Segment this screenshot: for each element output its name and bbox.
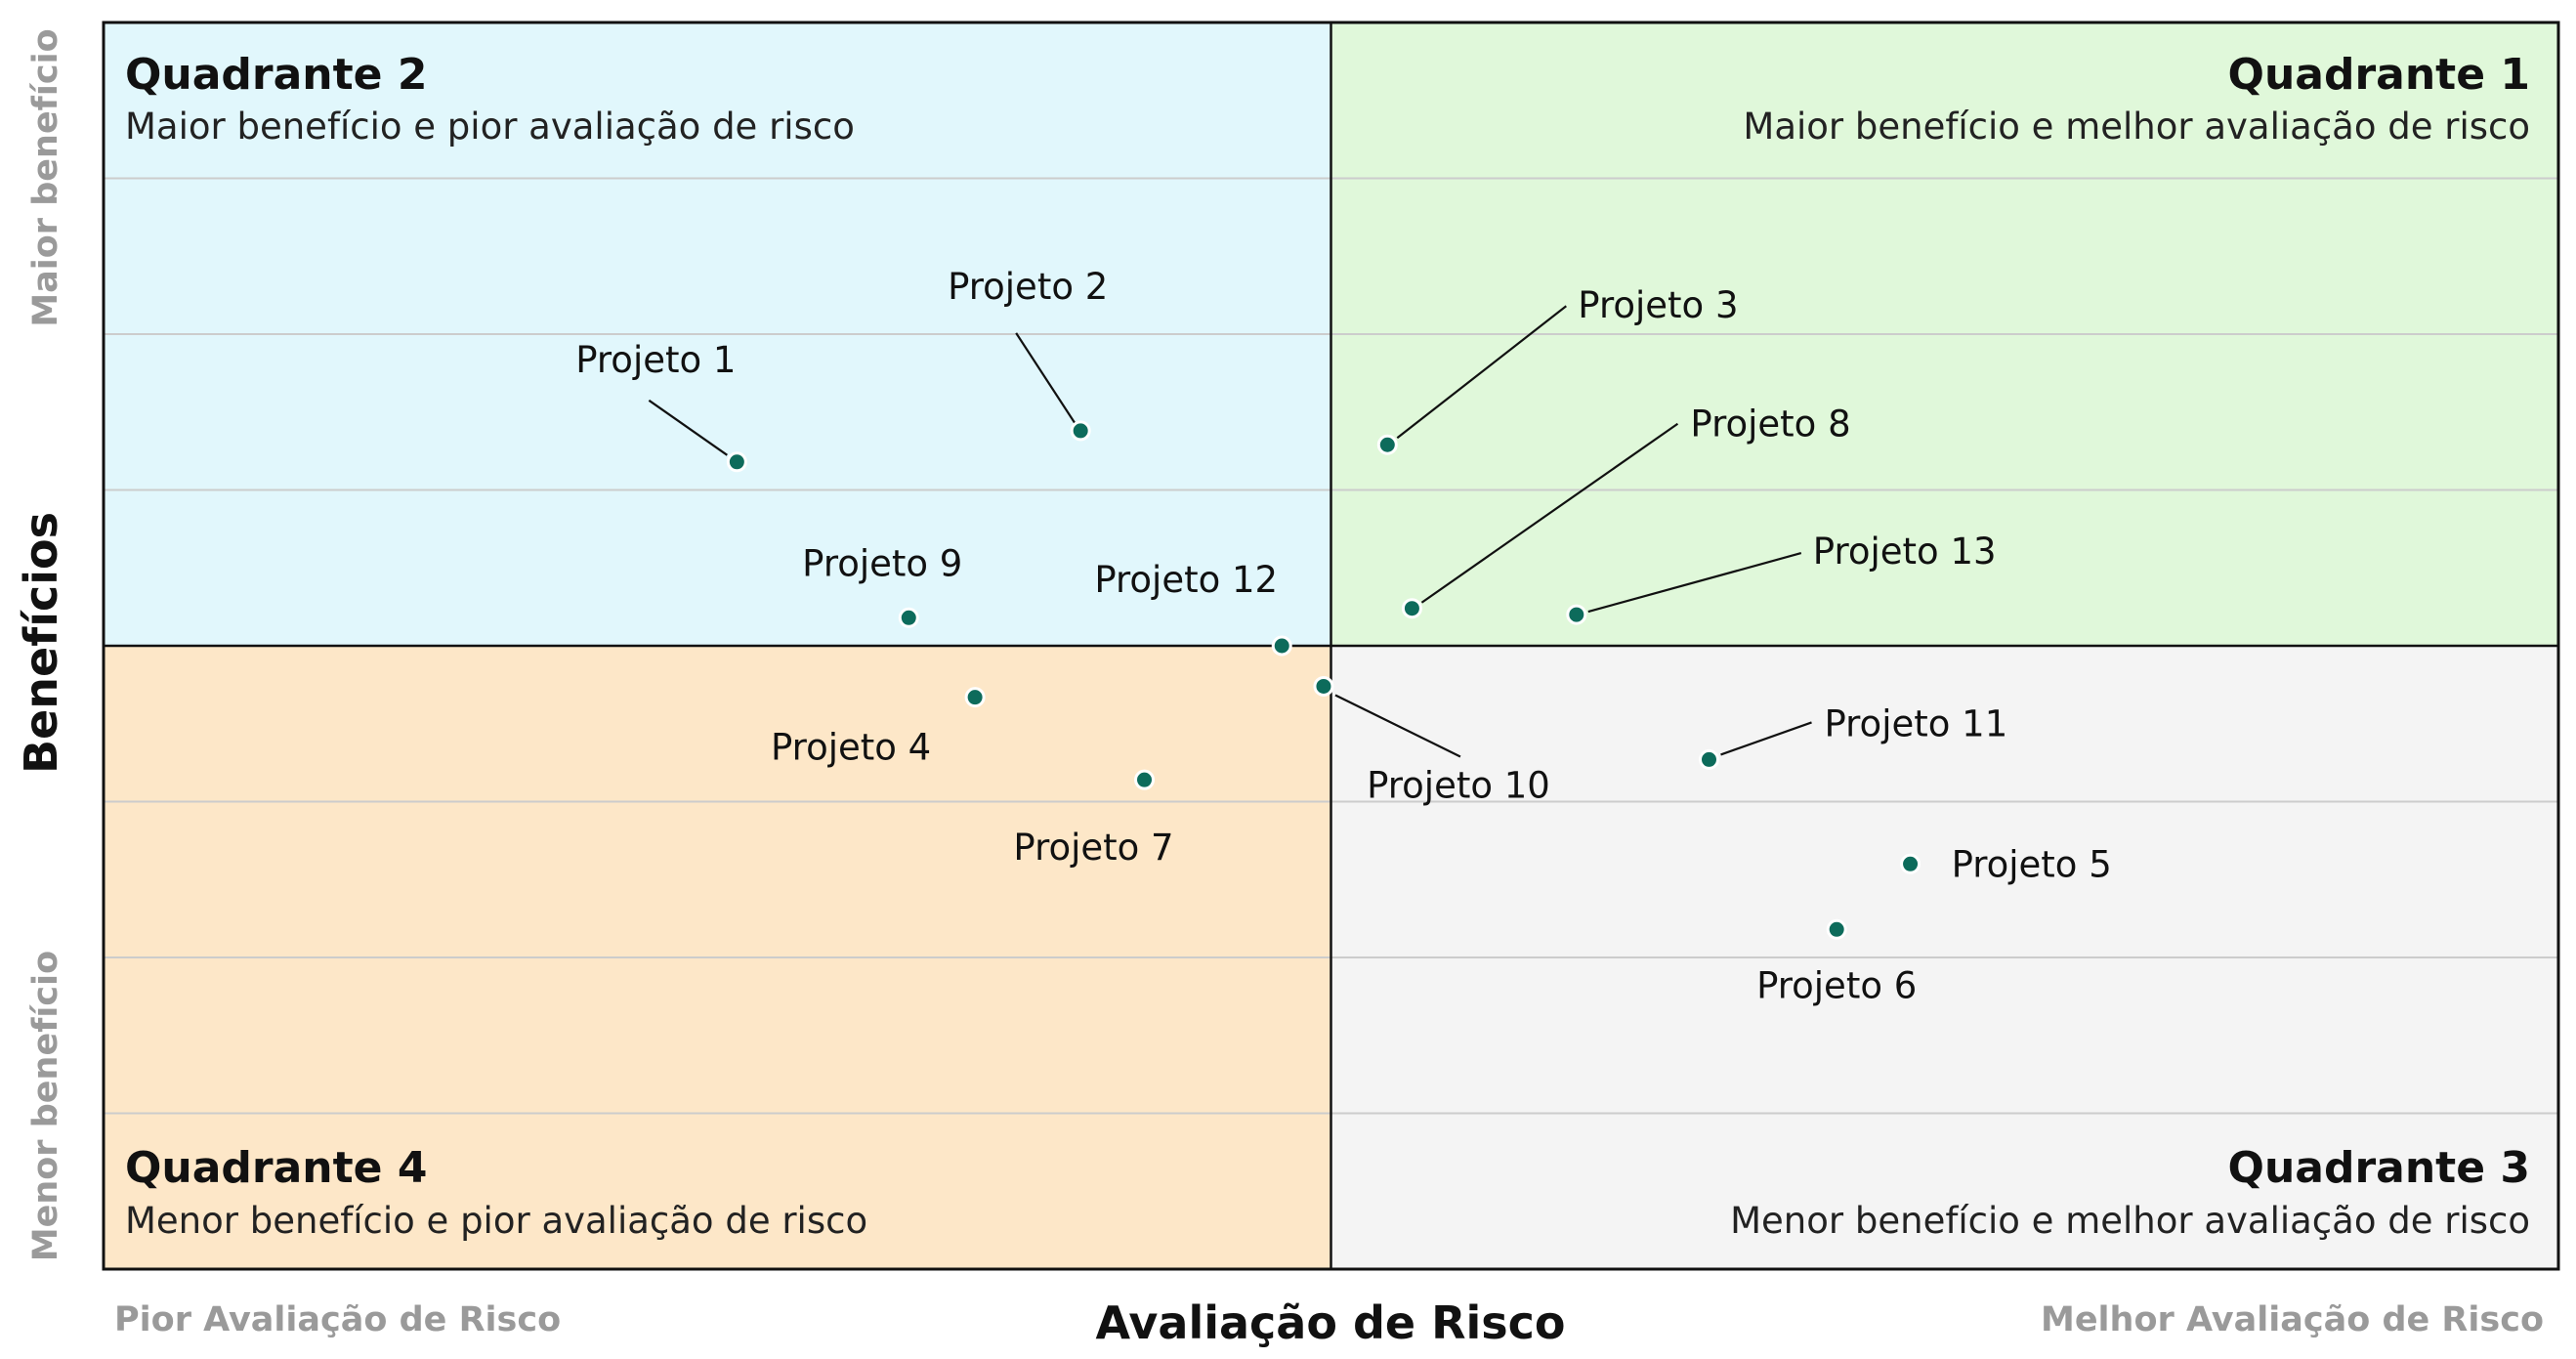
point-label: Projeto 10 [1367, 764, 1550, 806]
point-label: Projeto 8 [1690, 403, 1850, 446]
point-leader-line [1396, 305, 1567, 440]
data-points: Projeto 1 Projeto 2 Projeto 3 Projeto 4 Proj… [575, 266, 2111, 1006]
data-point [1376, 434, 1398, 455]
quadrant-2-title: Quadrante 2 [125, 50, 427, 100]
quadrant-1-description: Maior benefício e melhor avaliação de ri… [1743, 106, 2530, 148]
point-label: Projeto 2 [948, 266, 1108, 308]
data-point [1699, 748, 1720, 770]
point-leader-line [1015, 332, 1077, 424]
quadrant-4-description: Menor benefício e pior avaliação de risc… [125, 1200, 867, 1242]
point-label: Projeto 5 [1952, 843, 2112, 885]
data-point [898, 607, 919, 628]
data-point [1900, 853, 1921, 874]
point-label: Projeto 9 [802, 542, 962, 584]
point-leader-line [1587, 552, 1802, 614]
plot-frame [102, 21, 2560, 1271]
point-label: Projeto 3 [1578, 284, 1738, 326]
point-leader-line [648, 399, 728, 456]
point-label: Projeto 7 [1013, 827, 1173, 869]
x-axis-title: Avaliação de Risco [1095, 1296, 1565, 1349]
point-label: Projeto 12 [1094, 559, 1278, 601]
quadrant-4-title: Quadrante 4 [125, 1143, 427, 1193]
point-label: Projeto 11 [1825, 702, 2008, 744]
y-axis-title: Benefícios [15, 512, 67, 774]
quadrant-1-title: Quadrante 1 [2228, 50, 2530, 100]
point-leader-line [1334, 694, 1461, 758]
quadrant-2-description: Maior benefício e pior avaliação de risc… [125, 106, 855, 148]
quadrant-3-title: Quadrante 3 [2228, 1143, 2530, 1193]
data-point [1401, 598, 1422, 619]
data-point [1826, 918, 1847, 940]
data-point [1566, 604, 1587, 625]
data-point [726, 451, 747, 473]
point-label: Projeto 6 [1756, 964, 1917, 1006]
data-point [1271, 635, 1292, 657]
x-axis-high-label: Melhor Avaliação de Risco [2041, 1300, 2544, 1339]
point-label: Projeto 13 [1813, 531, 1997, 573]
data-point [1313, 675, 1334, 697]
point-label: Projeto 1 [575, 339, 736, 381]
data-point [964, 687, 986, 708]
y-axis-high-label: Maior benefício [26, 28, 65, 326]
y-axis-low-label: Menor benefício [26, 951, 65, 1261]
data-point [1070, 420, 1091, 442]
quadrant-3-description: Menor benefício e melhor avaliação de ri… [1730, 1200, 2530, 1242]
point-leader-line [1420, 422, 1679, 604]
point-leader-line [1720, 721, 1812, 756]
x-axis-low-label: Pior Avaliação de Risco [114, 1300, 561, 1339]
point-label: Projeto 4 [771, 727, 931, 769]
data-point [1134, 769, 1156, 790]
